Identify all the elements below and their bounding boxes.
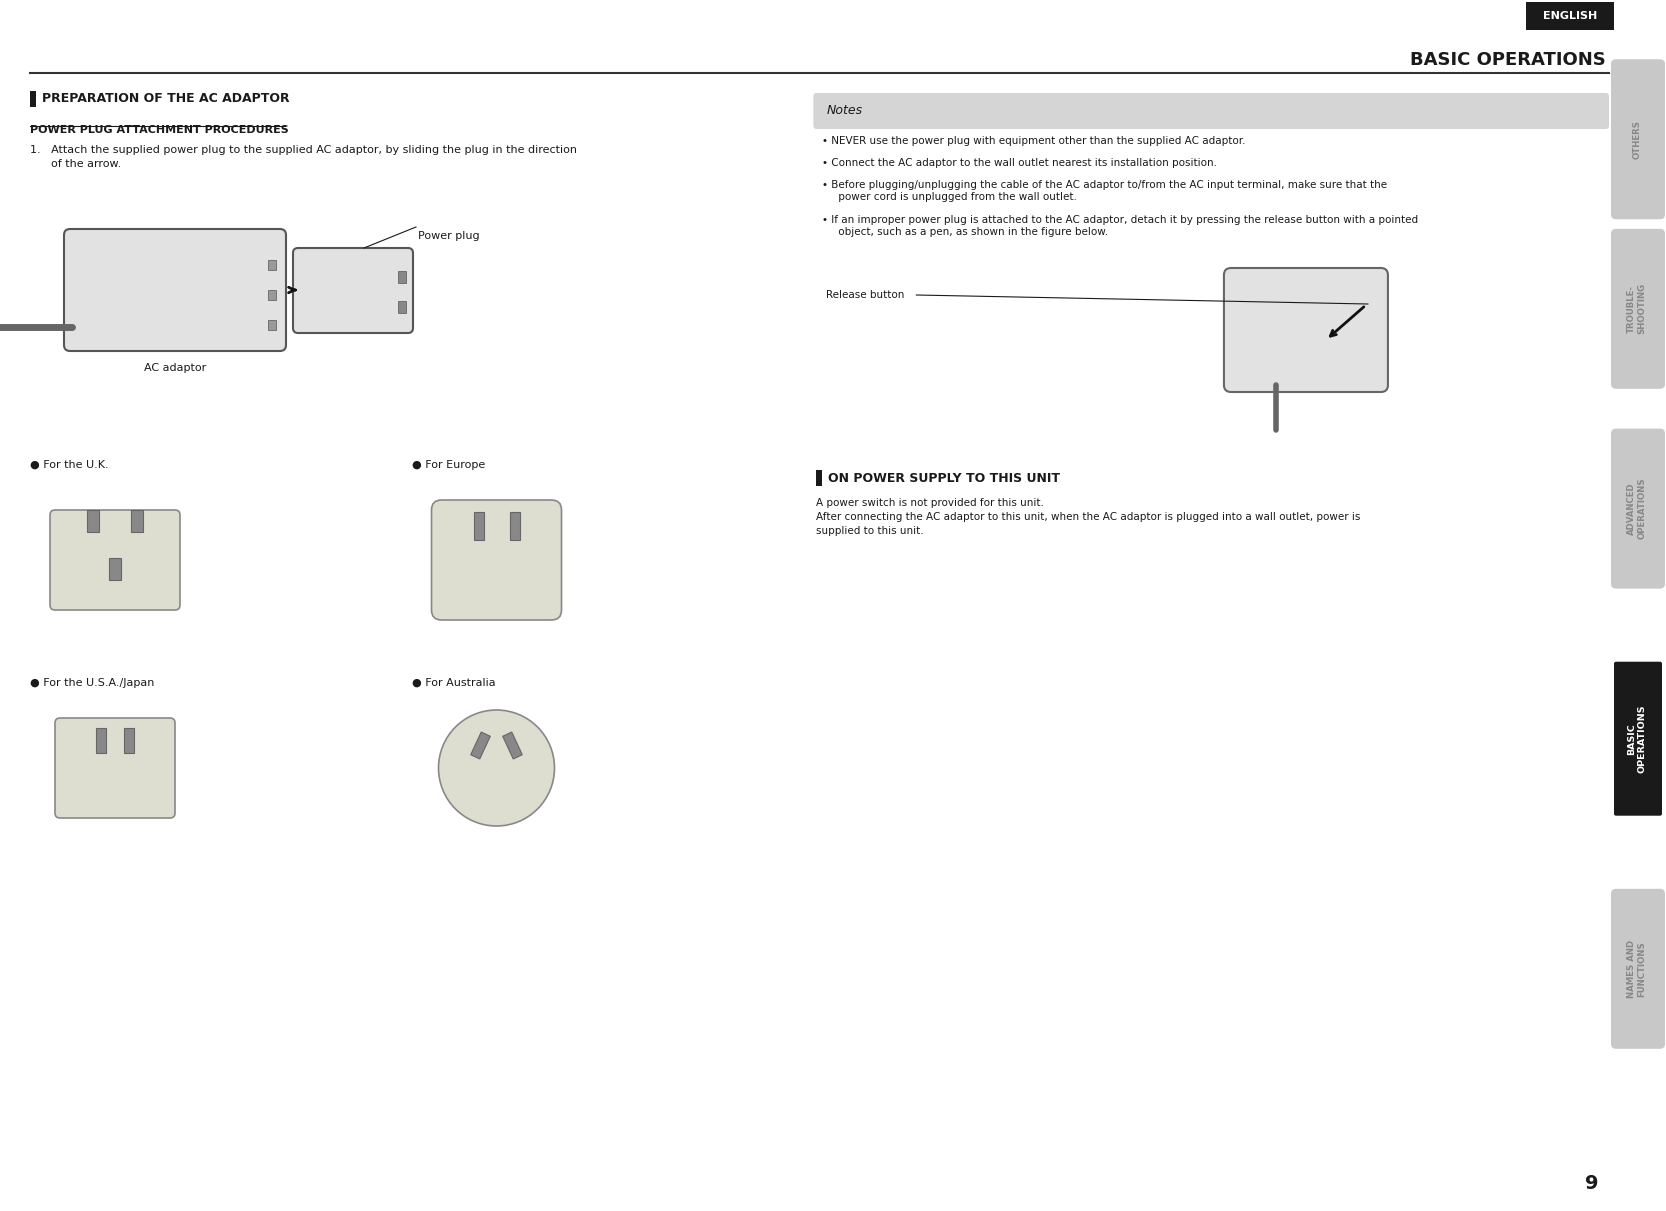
Text: ADVANCED
OPERATIONS: ADVANCED OPERATIONS [1628,478,1646,539]
Text: After connecting the AC adaptor to this unit, when the AC adaptor is plugged int: After connecting the AC adaptor to this … [816,512,1361,522]
FancyBboxPatch shape [63,229,287,351]
FancyBboxPatch shape [1611,429,1664,589]
Bar [108,558,122,580]
Bar [471,733,490,759]
Text: ● For Australia: ● For Australia [412,678,495,688]
Text: BASIC OPERATIONS: BASIC OPERATIONS [1409,51,1606,69]
FancyBboxPatch shape [1614,661,1663,816]
Text: AC adaptor: AC adaptor [143,363,207,373]
Text: • Connect the AC adaptor to the wall outlet nearest its installation position.: • Connect the AC adaptor to the wall out… [823,157,1218,168]
Bar [510,512,520,540]
FancyBboxPatch shape [1611,229,1664,389]
Bar [268,289,277,300]
Text: A power switch is not provided for this unit.: A power switch is not provided for this … [816,498,1045,507]
Text: TROUBLE-
SHOOTING: TROUBLE- SHOOTING [1628,283,1646,334]
Text: supplied to this unit.: supplied to this unit. [816,526,925,536]
Bar [1526,2,1614,30]
Bar [398,271,407,283]
FancyBboxPatch shape [813,93,1609,130]
Bar [503,733,523,759]
Circle shape [438,710,555,826]
Bar [268,320,277,331]
Bar [398,302,407,312]
FancyBboxPatch shape [55,718,175,817]
Text: ● For Europe: ● For Europe [412,460,485,470]
Text: 1.   Attach the supplied power plug to the supplied AC adaptor, by sliding the p: 1. Attach the supplied power plug to the… [30,145,576,155]
Text: PREPARATION OF THE AC ADAPTOR: PREPARATION OF THE AC ADAPTOR [42,92,290,105]
Text: of the arrow.: of the arrow. [30,159,122,170]
Text: ● For the U.S.A./Japan: ● For the U.S.A./Japan [30,678,155,688]
Bar [30,91,37,107]
FancyBboxPatch shape [431,500,561,620]
FancyBboxPatch shape [50,510,180,610]
Bar [132,510,143,532]
FancyBboxPatch shape [1225,268,1388,392]
Text: BASIC
OPERATIONS: BASIC OPERATIONS [1628,705,1646,773]
Bar [473,512,483,540]
Text: • Before plugging/unplugging the cable of the AC adaptor to/from the AC input te: • Before plugging/unplugging the cable o… [823,180,1388,201]
FancyBboxPatch shape [293,248,413,333]
Text: • NEVER use the power plug with equipment other than the supplied AC adaptor.: • NEVER use the power plug with equipmen… [823,136,1246,147]
Text: Notes: Notes [826,104,863,117]
Text: Power plug: Power plug [418,231,480,241]
FancyBboxPatch shape [1611,889,1664,1049]
Text: NAMES AND
FUNCTIONS: NAMES AND FUNCTIONS [1628,940,1646,998]
Text: 9: 9 [1586,1173,1599,1193]
Text: ON POWER SUPPLY TO THIS UNIT: ON POWER SUPPLY TO THIS UNIT [828,471,1060,484]
Bar [268,260,277,270]
FancyBboxPatch shape [1611,59,1664,219]
Text: Release button: Release button [826,289,905,300]
Bar [97,728,107,753]
Text: POWER PLUG ATTACHMENT PROCEDURES: POWER PLUG ATTACHMENT PROCEDURES [30,125,288,134]
Bar [123,728,133,753]
Text: ENGLISH: ENGLISH [1543,11,1598,21]
Text: • If an improper power plug is attached to the AC adaptor, detach it by pressing: • If an improper power plug is attached … [823,216,1418,236]
Bar [87,510,98,532]
Text: OTHERS: OTHERS [1633,120,1641,159]
Text: ● For the U.K.: ● For the U.K. [30,460,108,470]
Bar [816,470,823,486]
